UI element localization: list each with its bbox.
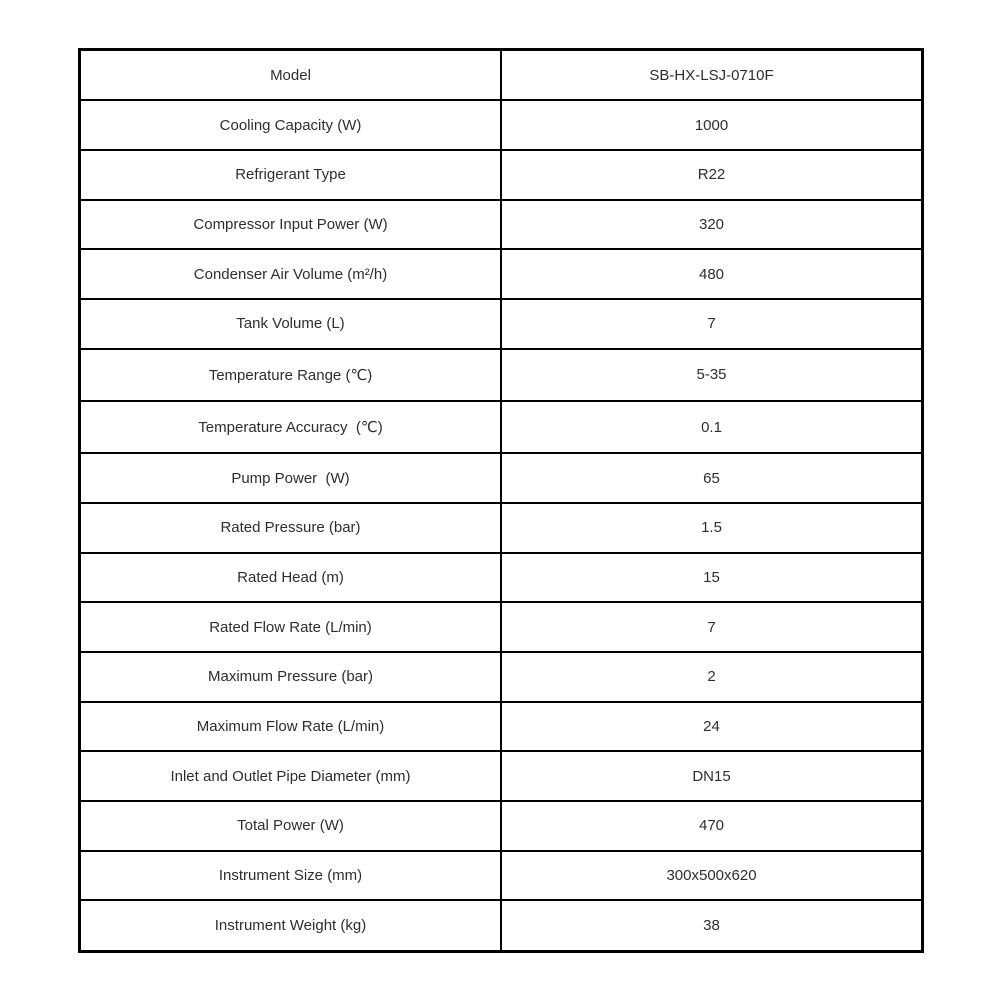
- table-row: Temperature Range (℃) 5-35: [78, 347, 924, 403]
- spec-label-cell: Rated Pressure (bar): [78, 502, 502, 554]
- spec-value-cell: 2: [500, 651, 924, 703]
- table-row: Instrument Size (mm) 300x500x620: [78, 849, 924, 902]
- table-row: Instrument Weight (kg) 38: [78, 899, 924, 953]
- table-row: Maximum Flow Rate (L/min) 24: [78, 700, 924, 753]
- spec-value-cell: 24: [500, 700, 924, 753]
- spec-table: Model SB-HX-LSJ-0710F Cooling Capacity (W)…: [78, 48, 924, 953]
- spec-value-cell: 65: [500, 452, 924, 505]
- spec-label-cell: Total Power (W): [78, 800, 502, 852]
- spec-value-cell: 300x500x620: [500, 849, 924, 902]
- table-row: Maximum Pressure (bar) 2: [78, 651, 924, 703]
- spec-value-cell: 15: [500, 551, 924, 604]
- spec-value-cell: 1000: [500, 99, 924, 152]
- spec-label-cell: Refrigerant Type: [78, 149, 502, 201]
- table-row: Total Power (W) 470: [78, 800, 924, 852]
- spec-label-cell: Pump Power (W): [78, 452, 502, 505]
- table-row: Model SB-HX-LSJ-0710F: [78, 48, 924, 102]
- table-row: Pump Power (W) 65: [78, 452, 924, 505]
- spec-label-cell: Rated Flow Rate (L/min): [78, 601, 502, 654]
- table-row: Cooling Capacity (W) 1000: [78, 99, 924, 152]
- spec-value-cell: DN15: [500, 750, 924, 803]
- spec-value-cell: 5-35: [500, 347, 924, 403]
- spec-table-body: Model SB-HX-LSJ-0710F Cooling Capacity (W)…: [78, 48, 924, 953]
- spec-value-cell: 7: [500, 298, 924, 350]
- spec-value-cell: 1.5: [500, 502, 924, 554]
- spec-label-cell: Rated Head (m): [78, 551, 502, 604]
- spec-label-cell: Maximum Pressure (bar): [78, 651, 502, 703]
- table-row: Temperature Accuracy (℃) 0.1: [78, 400, 924, 455]
- spec-label-cell: Condenser Air Volume (m²/h): [78, 248, 502, 301]
- table-row: Rated Pressure (bar) 1.5: [78, 502, 924, 554]
- spec-label-cell: Temperature Range (℃): [78, 347, 502, 403]
- table-row: Rated Head (m) 15: [78, 551, 924, 604]
- table-row: Compressor Input Power (W) 320: [78, 198, 924, 251]
- spec-value-cell: 470: [500, 800, 924, 852]
- spec-label-cell: Instrument Weight (kg): [78, 899, 502, 953]
- spec-value-cell: SB-HX-LSJ-0710F: [500, 48, 924, 102]
- spec-label-cell: Maximum Flow Rate (L/min): [78, 700, 502, 753]
- spec-label-cell: Temperature Accuracy (℃): [78, 400, 502, 455]
- spec-value-cell: 38: [500, 899, 924, 953]
- spec-value-cell: 320: [500, 198, 924, 251]
- table-row: Inlet and Outlet Pipe Diameter (mm) DN15: [78, 750, 924, 803]
- spec-value-cell: R22: [500, 149, 924, 201]
- spec-label-cell: Cooling Capacity (W): [78, 99, 502, 152]
- spec-table-container: Model SB-HX-LSJ-0710F Cooling Capacity (W)…: [78, 48, 924, 953]
- spec-label-cell: Compressor Input Power (W): [78, 198, 502, 251]
- spec-label-cell: Tank Volume (L): [78, 298, 502, 350]
- table-row: Refrigerant Type R22: [78, 149, 924, 201]
- spec-value-cell: 0.1: [500, 400, 924, 455]
- spec-value-cell: 7: [500, 601, 924, 654]
- spec-label-cell: Inlet and Outlet Pipe Diameter (mm): [78, 750, 502, 803]
- spec-label-cell: Model: [78, 48, 502, 102]
- table-row: Rated Flow Rate (L/min) 7: [78, 601, 924, 654]
- spec-label-cell: Instrument Size (mm): [78, 849, 502, 902]
- spec-value-cell: 480: [500, 248, 924, 301]
- table-row: Tank Volume (L) 7: [78, 298, 924, 350]
- table-row: Condenser Air Volume (m²/h) 480: [78, 248, 924, 301]
